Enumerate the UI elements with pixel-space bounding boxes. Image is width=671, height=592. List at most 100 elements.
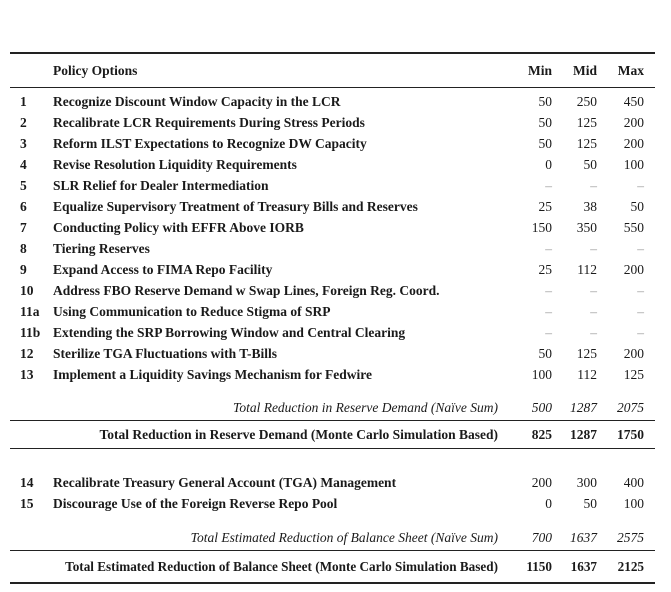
monte-carlo-total-label: Total Reduction in Reserve Demand (Monte… — [99, 426, 499, 442]
value-min: 25 — [538, 261, 553, 277]
value-max: 550 — [623, 219, 644, 235]
value-max: 2575 — [617, 529, 644, 545]
value-max: – — [637, 303, 644, 319]
policy-options-table: Policy Options Min Mid Max 1 Recognize D… — [10, 52, 655, 584]
value-min: – — [545, 282, 552, 298]
row-num: 5 — [20, 177, 27, 193]
value-mid: 50 — [583, 495, 598, 511]
value-min: 100 — [531, 366, 552, 382]
table-row: 11a Using Communication to Reduce Stigma… — [10, 301, 655, 322]
monte-carlo-total-label: Total Estimated Reduction of Balance She… — [65, 558, 498, 574]
row-num: 2 — [20, 114, 27, 130]
policy-label: Recalibrate LCR Requirements During Stre… — [53, 114, 365, 130]
value-min: 500 — [531, 399, 552, 415]
value-mid: 350 — [576, 219, 597, 235]
value-min: 50 — [538, 93, 553, 109]
value-max: 400 — [623, 474, 644, 490]
row-num: 9 — [20, 261, 27, 277]
header-policy-options: Policy Options — [53, 62, 138, 78]
table-row: 10 Address FBO Reserve Demand w Swap Lin… — [10, 280, 655, 301]
value-mid: 38 — [583, 198, 598, 214]
value-max: – — [637, 282, 644, 298]
table-row: 9 Expand Access to FIMA Repo Facility 25… — [10, 259, 655, 280]
value-max: 200 — [623, 114, 644, 130]
value-min: 1150 — [526, 558, 552, 574]
value-mid: 1637 — [570, 558, 597, 574]
policy-label: Conducting Policy with EFFR Above IORB — [53, 219, 304, 235]
value-max: 200 — [623, 261, 644, 277]
policy-label: Tiering Reserves — [53, 240, 150, 256]
row-num: 4 — [20, 156, 27, 172]
table-row: 4 Revise Resolution Liquidity Requiremen… — [10, 154, 655, 175]
value-mid: 1637 — [570, 529, 597, 545]
policy-label: Expand Access to FIMA Repo Facility — [53, 261, 273, 277]
section2-monte-carlo-total-row: Total Estimated Reduction of Balance She… — [10, 550, 655, 584]
header-mid: Mid — [572, 62, 597, 78]
value-min: 0 — [545, 495, 552, 511]
value-min: – — [545, 303, 552, 319]
naive-sum-label: Total Estimated Reduction of Balance She… — [190, 529, 498, 545]
naive-sum-label: Total Reduction in Reserve Demand (Naïve… — [233, 399, 498, 415]
value-min: 825 — [531, 426, 552, 442]
value-min: 0 — [545, 156, 552, 172]
value-min: 50 — [538, 114, 553, 130]
value-mid: 125 — [576, 114, 597, 130]
row-num: 11b — [20, 324, 41, 340]
value-mid: 300 — [576, 474, 597, 490]
table-row: 6 Equalize Supervisory Treatment of Trea… — [10, 196, 655, 217]
table-row: 12 Sterilize TGA Fluctuations with T-Bil… — [10, 343, 655, 364]
table-row: 8 Tiering Reserves – – – — [10, 238, 655, 259]
value-max: 450 — [623, 93, 644, 109]
value-min: 150 — [531, 219, 552, 235]
value-min: 50 — [538, 345, 553, 361]
header-max: Max — [617, 62, 644, 78]
value-min: – — [545, 324, 552, 340]
policy-label: Recalibrate Treasury General Account (TG… — [53, 474, 397, 490]
row-num: 10 — [20, 282, 34, 298]
policy-label: Recognize Discount Window Capacity in th… — [53, 93, 341, 109]
table-row: 2 Recalibrate LCR Requirements During St… — [10, 112, 655, 133]
row-num: 11a — [20, 303, 40, 319]
section1-naive-sum-row: Total Reduction in Reserve Demand (Naïve… — [10, 397, 655, 418]
row-num: 3 — [20, 135, 27, 151]
value-max: 125 — [623, 366, 644, 382]
value-max: 2075 — [617, 399, 644, 415]
value-max: 200 — [623, 135, 644, 151]
row-num: 7 — [20, 219, 27, 235]
value-mid: 1287 — [570, 399, 597, 415]
policy-label: Extending the SRP Borrowing Window and C… — [53, 324, 406, 340]
policy-label: Equalize Supervisory Treatment of Treasu… — [53, 198, 418, 214]
value-min: 50 — [538, 135, 553, 151]
value-max: 2125 — [617, 558, 644, 574]
value-min: 700 — [531, 529, 552, 545]
value-mid: – — [590, 240, 597, 256]
row-num: 12 — [20, 345, 34, 361]
policy-label: Address FBO Reserve Demand w Swap Lines,… — [53, 282, 440, 298]
value-max: – — [637, 177, 644, 193]
section2-rows: 14 Recalibrate Treasury General Account … — [10, 469, 655, 514]
value-max: 200 — [623, 345, 644, 361]
table-row: 15 Discourage Use of the Foreign Reverse… — [10, 493, 655, 514]
policy-label: Discourage Use of the Foreign Reverse Re… — [53, 495, 338, 511]
value-mid: 125 — [576, 135, 597, 151]
section1-rows: 1 Recognize Discount Window Capacity in … — [10, 88, 655, 385]
policy-label: Reform ILST Expectations to Recognize DW… — [53, 135, 367, 151]
policy-label: Implement a Liquidity Savings Mechanism … — [53, 366, 373, 382]
row-num: 13 — [20, 366, 34, 382]
section1-monte-carlo-total-row: Total Reduction in Reserve Demand (Monte… — [10, 420, 655, 449]
row-num: 8 — [20, 240, 27, 256]
table-row: 11b Extending the SRP Borrowing Window a… — [10, 322, 655, 343]
value-min: 25 — [538, 198, 553, 214]
header-min: Min — [527, 62, 552, 78]
row-num: 1 — [20, 93, 27, 109]
table-row: 5 SLR Relief for Dealer Intermediation –… — [10, 175, 655, 196]
row-num: 6 — [20, 198, 27, 214]
policy-label: SLR Relief for Dealer Intermediation — [53, 177, 269, 193]
value-mid: 125 — [576, 345, 597, 361]
policy-label: Using Communication to Reduce Stigma of … — [53, 303, 331, 319]
value-min: – — [545, 240, 552, 256]
table-row: 1 Recognize Discount Window Capacity in … — [10, 91, 655, 112]
table-row: 14 Recalibrate Treasury General Account … — [10, 472, 655, 493]
value-max: 1750 — [617, 426, 644, 442]
value-max: 100 — [623, 156, 644, 172]
